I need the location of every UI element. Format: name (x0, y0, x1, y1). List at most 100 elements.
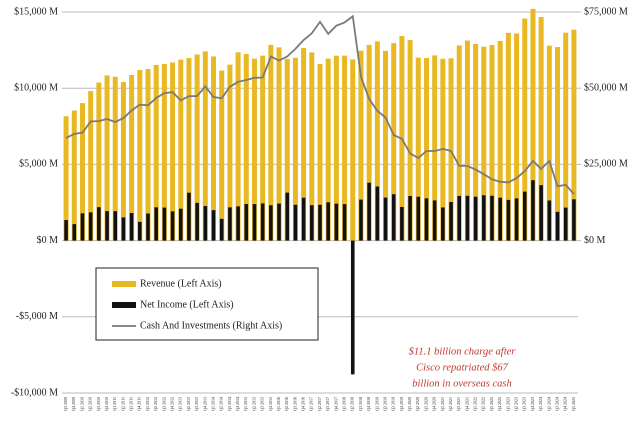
x-tick-label: Q2 2023 (513, 397, 518, 411)
net-income-bar (555, 211, 560, 241)
legend-swatch (112, 302, 136, 308)
net-income-bar (236, 206, 240, 241)
x-tick-label: Q3 2012 (161, 397, 166, 411)
net-income-bar (408, 196, 412, 241)
x-tick-label: Q2 2018 (350, 397, 355, 411)
revenue-bar (530, 8, 536, 241)
revenue-bar (415, 57, 421, 241)
cash-line (65, 14, 575, 195)
x-tick-label: Q1 2024 (538, 397, 543, 411)
x-tick-label: Q2 2024 (546, 397, 551, 411)
net-income-bar (539, 185, 543, 241)
net-income-bar (473, 196, 478, 241)
x-tick-label: Q4 2024 (563, 397, 568, 411)
revenue-bar (104, 75, 110, 241)
x-tick-label: Q4 2020 (432, 397, 437, 411)
net-income-bar (252, 204, 257, 241)
x-tick-label: Q1 2015 (243, 397, 248, 411)
legend-swatch (112, 281, 136, 287)
net-income-bar (97, 207, 101, 241)
revenue-bar (505, 32, 511, 241)
revenue-bar (243, 53, 249, 241)
net-income-bar (383, 197, 388, 241)
x-tick-label: Q3 2014 (227, 397, 232, 411)
net-income-bar (449, 201, 453, 241)
x-tick-label: Q3 2010 (96, 397, 101, 411)
revenue-bar (202, 51, 208, 241)
x-tick-label: Q1 2012 (145, 397, 150, 411)
y2-tick-label: $50,000 M (584, 82, 628, 93)
x-tick-label: Q3 2011 (129, 397, 134, 411)
net-income-bar (121, 217, 126, 241)
net-income-bar (64, 220, 68, 241)
net-income-bar (498, 197, 502, 241)
net-income-bar (318, 204, 322, 241)
annotation: Cisco repatriated $67 (416, 362, 509, 373)
x-tick-label: Q1 2025 (571, 397, 576, 411)
revenue-bar (161, 63, 167, 241)
revenue-bar (448, 58, 454, 241)
net-income-bar (375, 186, 380, 241)
x-tick-label: Q3 2023 (522, 397, 527, 411)
net-income-bar (72, 224, 77, 241)
x-tick-label: Q2 2015 (251, 397, 256, 411)
net-income-bar (432, 200, 437, 241)
x-tick-label: Q3 2009 (63, 397, 68, 411)
net-income-bar (228, 207, 232, 241)
net-income-bar (146, 213, 150, 241)
revenue-bar (211, 56, 217, 241)
x-tick-label: Q4 2023 (530, 397, 535, 411)
y-tick-label: $10,000 M (14, 82, 58, 93)
y-tick-label: -$5,000 M (16, 311, 58, 322)
x-tick-label: Q3 2018 (358, 397, 363, 411)
x-tick-label: Q4 2022 (497, 397, 502, 411)
revenue-bar (342, 55, 348, 241)
x-tick-label: Q1 2014 (210, 397, 215, 411)
x-tick-label: Q1 2020 (407, 397, 412, 411)
y2-tick-label: $0 M (584, 235, 606, 246)
revenue-bar (227, 64, 233, 241)
net-income-bar (244, 204, 249, 241)
x-tick-label: Q1 2021 (440, 397, 445, 411)
net-income-bar (105, 211, 109, 241)
x-tick-label: Q2 2011 (120, 397, 125, 411)
net-income-bar (219, 218, 224, 241)
net-income-bar (359, 199, 363, 241)
net-income-bar (441, 207, 445, 241)
net-income-bar (482, 195, 486, 241)
revenue-bar (473, 44, 479, 241)
x-tick-label: Q4 2021 (464, 397, 469, 411)
x-tick-label: Q1 2011 (112, 397, 117, 411)
x-tick-label: Q1 2010 (79, 397, 84, 411)
net-income-bar (178, 208, 183, 241)
revenue-bar (194, 54, 200, 241)
revenue-bar (571, 29, 577, 241)
revenue-bar (235, 52, 241, 241)
revenue-bar (170, 62, 176, 241)
net-income-bar (531, 180, 535, 241)
x-tick-label: Q2 2022 (481, 397, 486, 411)
revenue-bar (489, 44, 495, 241)
x-tick-label: Q2 2012 (153, 397, 158, 411)
revenue-bar (219, 70, 225, 241)
x-tick-label: Q4 2010 (104, 397, 109, 411)
revenue-bar (456, 45, 462, 241)
revenue-bar (522, 18, 528, 241)
revenue-bar (358, 50, 364, 241)
x-tick-label: Q1 2019 (374, 397, 379, 411)
x-tick-label: Q4 2013 (202, 397, 207, 411)
net-income-bar (88, 212, 93, 241)
x-tick-label: Q3 2015 (260, 397, 265, 411)
x-tick-label: Q2 2013 (186, 397, 191, 411)
y2-tick-label: $75,000 M (584, 6, 628, 17)
x-tick-label: Q4 2011 (137, 397, 142, 411)
annotation: billion in overseas cash (412, 378, 511, 389)
x-tick-label: Q3 2021 (456, 397, 461, 411)
revenue-bar (481, 46, 487, 241)
revenue-bar (514, 33, 520, 241)
x-tick-label: Q1 2017 (309, 397, 314, 411)
net-income-bar (400, 206, 404, 241)
net-income-bar (465, 195, 470, 241)
revenue-bar (325, 58, 331, 241)
revenue-bar (186, 58, 192, 241)
